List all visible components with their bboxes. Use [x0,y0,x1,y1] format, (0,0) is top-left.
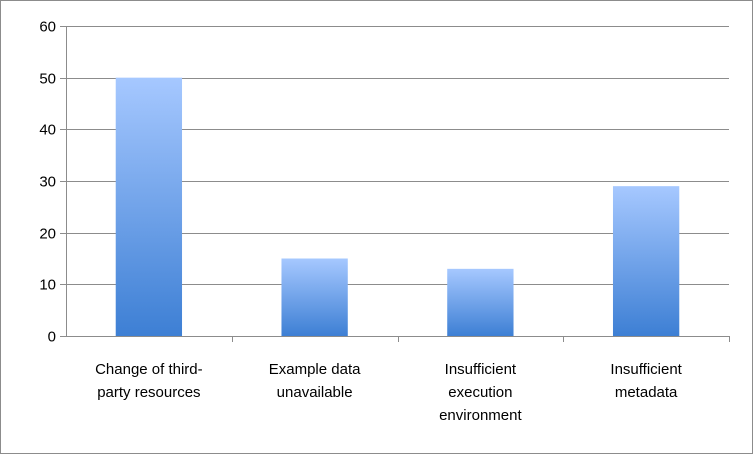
y-tick-label: 50 [39,71,56,88]
x-category-label: Insufficient execution environment [439,361,522,424]
bar-2 [281,258,348,336]
x-category-label: Insufficient metadata [610,361,682,401]
y-tick-label: 20 [39,226,56,243]
y-tick-label: 0 [48,329,56,346]
x-category-label: Change of third-party resources [95,361,203,401]
axes [60,26,730,342]
bar-4 [612,186,680,336]
y-tick-label: 30 [39,174,56,191]
y-tick-label: 10 [39,277,56,294]
bar-3 [447,268,514,336]
labels: 0 10 20 30 40 50 60 Change of third-party resou… [39,19,682,425]
x-category-label: Example data unavailable [269,361,361,401]
y-tick-label: 40 [39,122,56,139]
y-tick-label: 60 [39,19,56,36]
bars [115,77,680,337]
bar-1 [115,77,183,337]
